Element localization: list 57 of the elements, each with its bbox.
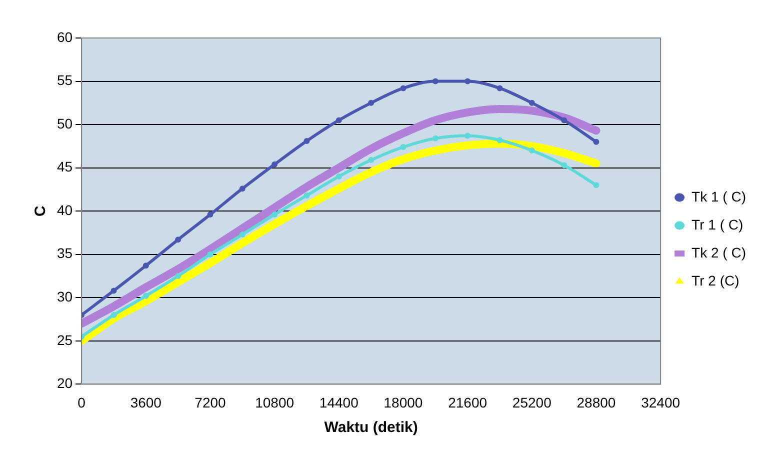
point [593,182,600,188]
y-tick-label: 40 [56,202,73,218]
y-tick-label: 45 [56,158,73,175]
point [496,137,503,144]
point [336,117,342,124]
point [464,132,471,139]
point [336,173,342,180]
y-tick-label: 50 [56,115,73,132]
legend-label: Tr 2 (C) [692,272,740,288]
x-tick-label: 3600 [130,394,162,410]
point [207,251,214,258]
point [432,135,438,142]
legend-label: Tr 1 ( C) [692,216,744,232]
point [593,138,600,145]
x-tick-label: 28800 [576,394,616,410]
y-tick-label: 60 [56,28,73,45]
y-tick-label: 35 [56,245,73,262]
point [304,192,310,199]
x-tick-label: 21600 [448,394,488,410]
point [432,78,438,84]
point [464,78,471,84]
y-tick-label: 25 [56,332,73,348]
point [561,162,568,168]
point [110,312,117,318]
x-tick-label: 32400 [641,394,680,410]
point [528,100,535,106]
point [304,138,310,144]
x-tick-label: 0 [78,394,86,410]
point [368,157,374,164]
legend-label: Tk 1 ( C) [692,188,746,204]
legend-label: Tk 2 ( C) [692,244,746,260]
point [400,144,406,150]
point [272,161,278,168]
y-axis-title: C [32,206,50,217]
point [175,236,182,243]
point [239,186,246,192]
y-tick-label: 30 [56,288,73,305]
x-tick-label: 14400 [319,394,359,410]
point [142,262,149,269]
point [561,117,568,124]
point [175,273,182,280]
point [528,148,535,154]
point [400,85,406,92]
x-tick-label: 7200 [194,394,226,410]
point [496,85,503,92]
point [239,231,246,238]
point [142,292,149,299]
x-axis-title: Waktu (detik) [324,419,418,436]
point [272,212,278,218]
x-tick-label: 18000 [384,394,423,410]
x-tick-label: 25200 [512,394,552,410]
point [110,288,117,294]
y-tick-label: 20 [56,375,73,392]
x-tick-label: 10800 [255,394,294,410]
y-tick-label: 55 [56,72,73,88]
point [368,100,374,106]
point [207,212,214,218]
